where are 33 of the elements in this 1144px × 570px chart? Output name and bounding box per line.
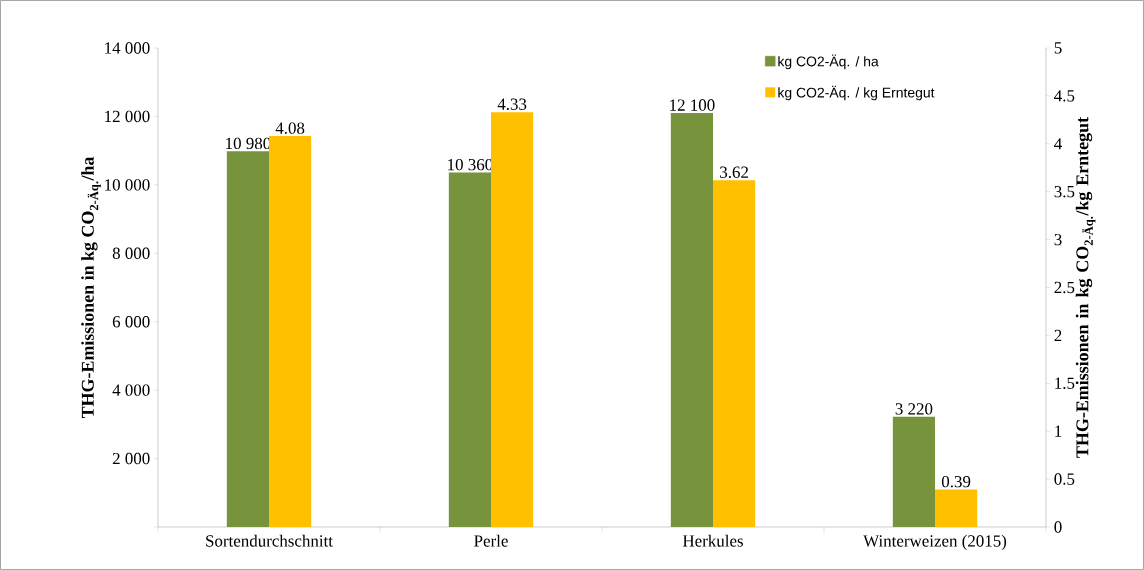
y-tick-label: 8 000 — [112, 247, 150, 259]
legend-label: kg CO2-Äq. / kg Erntegut — [778, 85, 935, 101]
y2-tick-label: 5 — [1054, 42, 1062, 54]
x-tick-label: Winterweizen (2015) — [863, 534, 1007, 551]
legend-label: kg CO2-Äq. / ha — [778, 54, 879, 70]
data-label: 12 100 — [670, 99, 715, 111]
data-label: 4.08 — [275, 122, 305, 134]
data-label: 3.62 — [720, 166, 748, 178]
x-tick-label: Perle — [474, 534, 508, 547]
x-tick-label: Sortendurchschnitt — [206, 534, 333, 547]
y2-tick-label: 0 — [1054, 521, 1062, 533]
bar — [892, 416, 936, 527]
y-tick-label: 14 000 — [105, 42, 150, 54]
y2-tick-label: 3.5 — [1054, 185, 1075, 198]
y2-axis-title: THG-Emissionen in kg CO$_{2-Äq.}$/kg Erntegut — [1075, 117, 1096, 458]
y2-tick-label: 0.5 — [1054, 473, 1075, 485]
y2-tick-label: 2.5 — [1054, 281, 1075, 294]
y-axis-title: THG-Emissionen in kg CO$_{2-Äq.}$/ha — [81, 156, 101, 419]
data-label: 3 220 — [895, 403, 933, 415]
y2-tick-label: 4 — [1054, 138, 1062, 150]
data-label: 4.33 — [497, 98, 527, 110]
y-tick-label: 10 000 — [105, 179, 150, 191]
y2-tick-label: 2 — [1054, 329, 1062, 341]
y-tick-label: 4 000 — [112, 384, 150, 396]
data-label: 0.39 — [941, 475, 971, 488]
y-tick-label: 2 000 — [112, 452, 150, 465]
y2-tick-label: 4.5 — [1054, 90, 1075, 102]
y-tick-label: 12 000 — [105, 110, 150, 123]
y2-tick-label: 1 — [1055, 425, 1062, 437]
y2-tick-label: 3 — [1054, 233, 1062, 246]
y-tick-label: 6 000 — [112, 315, 150, 328]
x-tick-label: Herkules — [682, 534, 743, 547]
y2-tick-label: 1.5 — [1055, 377, 1075, 389]
